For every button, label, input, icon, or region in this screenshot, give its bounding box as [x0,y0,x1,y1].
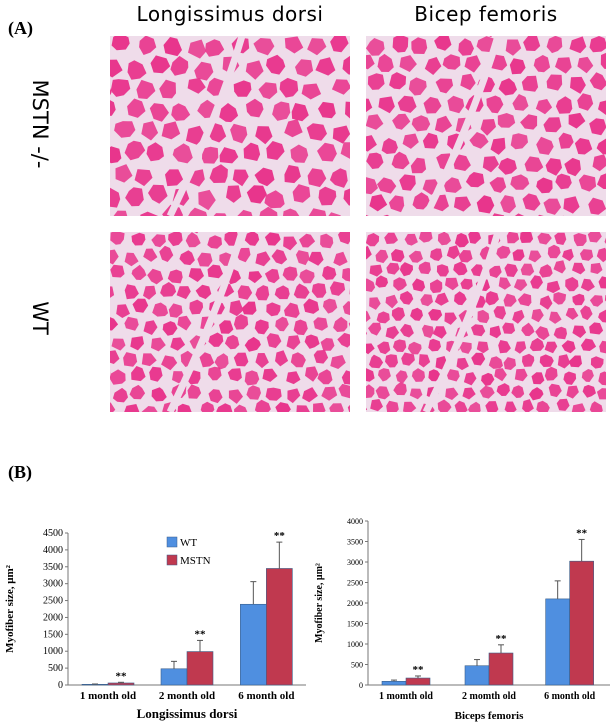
bar-wt-2 [240,603,267,686]
significance-label: ** [496,633,508,645]
y-tick-label: 2500 [43,596,63,607]
bar-mstn-2 [569,560,594,686]
y-tick-label: 4000 [347,517,363,526]
significance-label: ** [116,670,128,682]
histology-image-mstn-bicep [366,36,606,216]
legend-swatch [166,536,178,548]
bar-wt-1 [160,668,188,686]
histology-image-wt-longissimus [110,232,350,412]
histology-image-mstn-longissimus [110,36,350,216]
bar-wt-0 [381,681,407,686]
histology-image-wt-bicep [366,232,606,412]
x-tick-label: 1 momth old [379,691,433,702]
y-tick-label: 3500 [347,538,363,547]
column-title-bicep: Bicep femoris [414,2,558,26]
significance-label: ** [413,664,425,676]
chart-biceps-femoris: 0 500 1000 1500 2000 2500 3000 3500 4000 Myofiber… [314,517,610,722]
significance-label: ** [576,527,588,539]
bar-wt-1 [464,665,490,686]
x-tick-label: 1 month old [80,690,136,702]
y-tick-label: 3000 [43,579,63,590]
significance-label: ** [195,628,207,640]
y-tick-label: 1500 [43,629,63,640]
bar-mstn-0 [405,677,431,686]
panel-a-label: (A) [8,18,33,38]
x-tick-label: 2 momth old [462,691,516,702]
y-axis-label: Myofiber size, μm² [4,564,16,653]
y-tick-label: 0 [58,680,63,691]
significance-label: ** [274,530,286,542]
legend-label: WT [180,537,197,549]
bar-wt-2 [545,598,570,686]
x-axis-label: Biceps femoris [455,710,524,722]
x-axis-label: Longissimus dorsi [137,706,238,721]
chart-longissimus-dorsi: 0 500 1000 1500 2000 2500 3000 3500 4000 4500 Myof… [4,528,306,721]
bar-mstn-1 [488,652,514,686]
legend-swatch [166,554,178,566]
bar-mstn-0 [107,682,135,686]
x-tick-label: 6 month old [544,691,596,702]
y-tick-label: 3000 [347,558,363,567]
x-tick-label: 6 month old [238,690,294,702]
y-tick-label: 1500 [347,620,363,629]
y-tick-label: 1000 [43,646,63,657]
bar-mstn-1 [186,651,214,686]
bar-mstn-2 [266,568,293,686]
y-tick-label: 2000 [347,599,363,608]
row-label-wt: WT [28,301,52,335]
y-tick-label: 2000 [43,612,63,623]
column-title-longissimus: Longissimus dorsi [136,2,324,26]
y-axis-label: Myofiber size, μm² [314,563,325,643]
y-tick-label: 2500 [347,579,363,588]
row-label-mstn: MSTN -/- [28,79,52,169]
x-tick-label: 2 month old [159,690,215,702]
y-tick-label: 1000 [347,640,363,649]
panel-b-label: (B) [8,462,32,482]
y-tick-label: 4500 [43,528,63,539]
y-tick-label: 3500 [43,562,63,573]
y-tick-label: 4000 [43,545,63,556]
legend-label: MSTN [180,555,211,567]
y-tick-label: 0 [359,681,363,690]
y-tick-label: 500 [48,663,63,674]
y-tick-label: 500 [351,661,363,670]
